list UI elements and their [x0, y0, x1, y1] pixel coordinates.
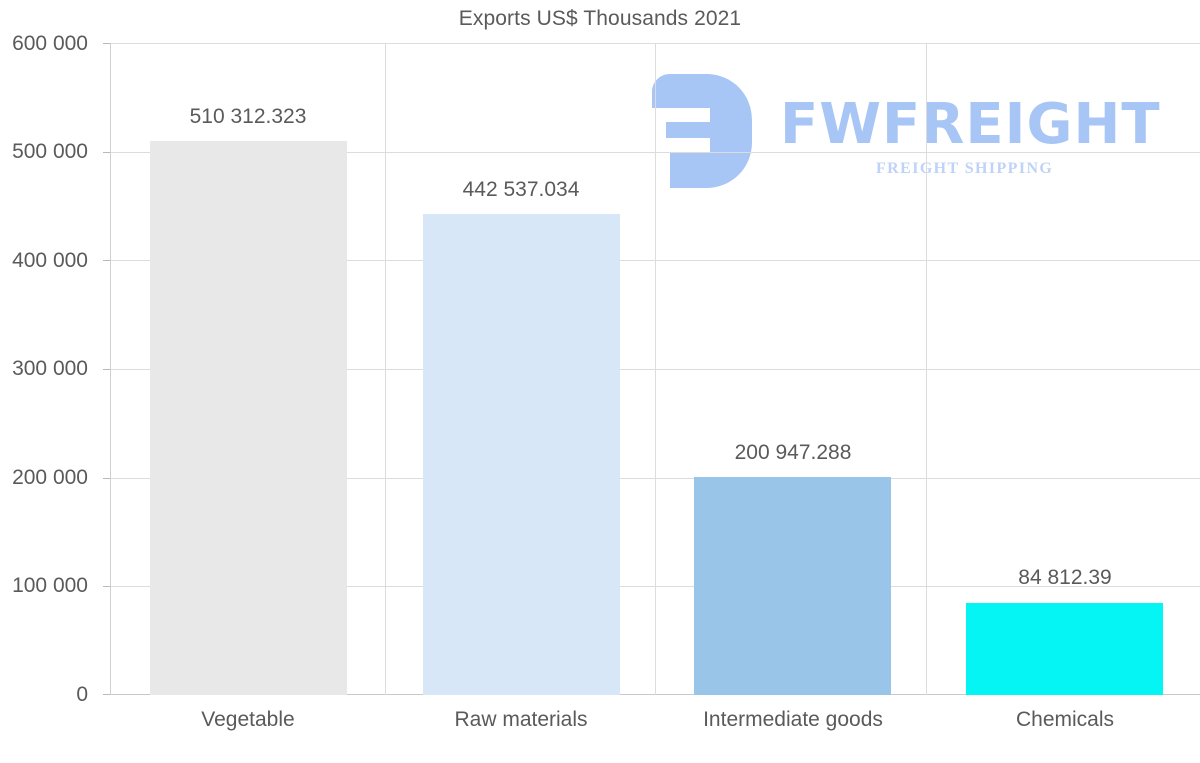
category-separator-3 — [926, 43, 927, 695]
chart-title: Exports US$ Thousands 2021 — [458, 7, 742, 30]
axis-line-y — [110, 43, 111, 695]
x-label-chemicals: Chemicals — [1015, 708, 1115, 731]
category-separator-1 — [385, 43, 386, 695]
y-tick-label-0: 0 — [76, 683, 88, 706]
y-tick-label-100000: 100 000 — [12, 574, 88, 597]
y-tick-label-200000: 200 000 — [12, 466, 88, 489]
value-label-intermediate-goods: 200 947.288 — [734, 441, 852, 464]
x-label-vegetable: Vegetable — [201, 708, 295, 731]
plot-area — [103, 43, 1200, 695]
bar-vegetable[interactable] — [150, 141, 347, 695]
y-tick-label-300000: 300 000 — [12, 357, 88, 380]
bar-chemicals[interactable] — [966, 603, 1163, 695]
bar-intermediate-goods[interactable] — [694, 477, 891, 695]
y-tick-label-400000: 400 000 — [12, 249, 88, 272]
value-label-vegetable: 510 312.323 — [189, 105, 307, 128]
value-label-raw-materials: 442 537.034 — [462, 178, 580, 201]
x-label-raw-materials: Raw materials — [454, 708, 588, 731]
x-label-intermediate-goods: Intermediate goods — [703, 708, 883, 731]
bar-raw-materials[interactable] — [423, 214, 620, 695]
value-label-chemicals: 84 812.39 — [1018, 566, 1112, 589]
category-separator-2 — [655, 43, 656, 695]
y-tick-label-500000: 500 000 — [12, 140, 88, 163]
y-tick-label-600000: 600 000 — [12, 32, 88, 55]
